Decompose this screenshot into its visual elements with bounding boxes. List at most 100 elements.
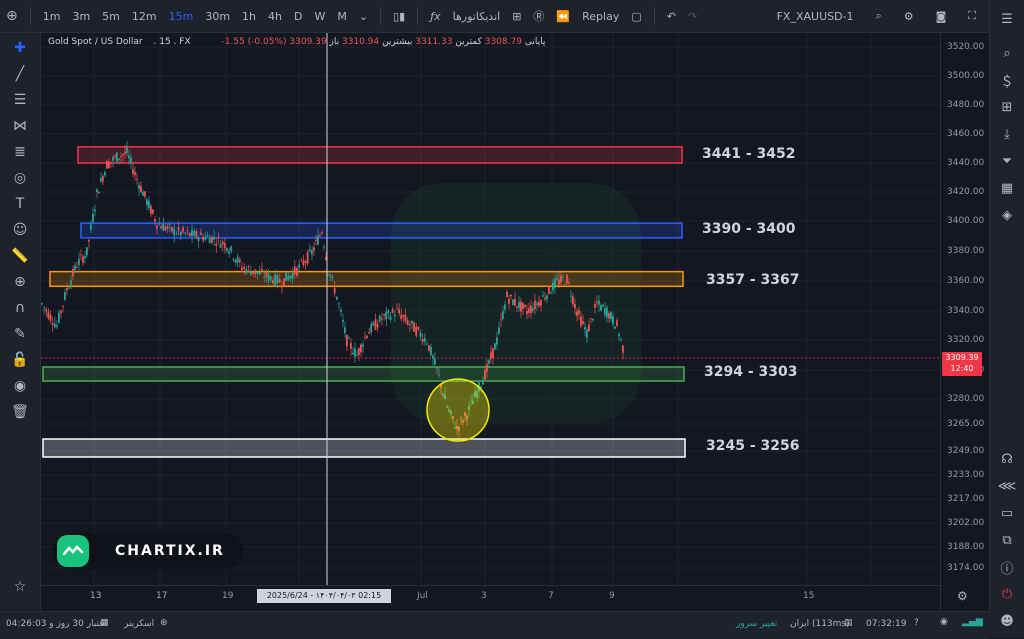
candle-body: [490, 352, 492, 360]
calendar-icon[interactable]: ▦: [1000, 180, 1014, 196]
candle-body: [574, 303, 576, 309]
indicators-button[interactable]: اندیکاتورها: [452, 9, 501, 23]
timeframe-5m[interactable]: 5m: [102, 9, 120, 23]
symbol-name[interactable]: FX_XAUUSD-1: [776, 9, 854, 23]
axis-settings-icon[interactable]: ⚙: [957, 589, 968, 603]
help-icon[interactable]: ?: [914, 618, 919, 628]
candle-body: [486, 364, 488, 372]
price-axis-label: 3380.00: [947, 246, 985, 256]
search-icon[interactable]: ⌕: [1003, 45, 1011, 61]
menu-icon[interactable]: ☰: [1001, 11, 1013, 27]
lock-icon[interactable]: 🔓: [11, 352, 29, 368]
candle-body: [204, 236, 207, 240]
layers-icon[interactable]: ◈: [1002, 207, 1012, 223]
candle-body: [438, 374, 440, 376]
price-axis[interactable]: 3520.00 3500.00 3480.00 3460.00 3440.00 3420.…: [940, 33, 990, 610]
star-icon[interactable]: ☆: [13, 579, 27, 595]
info-icon[interactable]: ⓘ: [1000, 561, 1014, 577]
eye-icon[interactable]: ◉: [13, 378, 27, 394]
pattern-icon[interactable]: ⋈: [13, 118, 27, 134]
power-icon[interactable]: ⏻: [1001, 586, 1013, 602]
price-chart[interactable]: [41, 33, 940, 610]
horizontal-lines-icon[interactable]: ☰: [13, 92, 27, 108]
ruler-icon[interactable]: 📏: [11, 248, 29, 264]
r-icon[interactable]: Ⓡ: [533, 10, 545, 23]
candle-body: [544, 298, 546, 300]
download-icon[interactable]: ⤓: [1004, 126, 1010, 142]
candle-body: [317, 235, 319, 245]
candle-type-icon[interactable]: ▯▮: [393, 9, 406, 23]
candle-body: [552, 282, 554, 291]
candle-body: [53, 323, 56, 328]
indicators-icon[interactable]: ƒx: [430, 9, 441, 23]
calendar-icon[interactable]: ▦: [100, 618, 109, 628]
candle-body: [76, 267, 78, 268]
server-change-link[interactable]: تغییر سرور: [736, 619, 778, 629]
trash-icon[interactable]: 🗑: [11, 404, 29, 420]
price-axis-label: 3233.00: [947, 470, 985, 480]
legend-symbol[interactable]: Gold Spot / US Dollar: [48, 37, 143, 47]
timeframe-30m[interactable]: 30m: [205, 9, 231, 23]
replay-icon[interactable]: ⏪: [556, 9, 571, 23]
candle-body: [213, 236, 215, 240]
candle-body: [138, 185, 140, 189]
settings-icon[interactable]: ⚙: [903, 9, 914, 23]
fib-icon[interactable]: ≣: [14, 144, 26, 160]
dollar-icon[interactable]: ＄: [1000, 74, 1014, 90]
timeframe-M[interactable]: M: [337, 9, 347, 23]
templates-icon[interactable]: ⊞: [512, 9, 522, 23]
visibility-icon[interactable]: ◉: [940, 617, 948, 627]
candle-body: [524, 304, 526, 307]
timeframe-dropdown-icon[interactable]: ⌄: [358, 9, 369, 23]
time-axis[interactable]: 13171927Jul379131517: [41, 585, 940, 611]
time-axis-label: 15: [803, 591, 815, 601]
timeframe-15m[interactable]: 15m: [168, 9, 194, 23]
candle-body: [376, 323, 379, 328]
candle-body: [80, 254, 82, 256]
add-alert-icon[interactable]: ⊞: [1001, 99, 1013, 115]
share-icon[interactable]: ⋘: [997, 478, 1017, 494]
timeframe-1m[interactable]: 1m: [42, 9, 61, 23]
candle-body: [614, 326, 616, 329]
redo-icon[interactable]: ↷: [687, 9, 698, 23]
copy-icon[interactable]: ⧉: [1002, 532, 1012, 548]
candle-body: [92, 213, 94, 222]
card-icon[interactable]: ▭: [1000, 505, 1014, 521]
timeframe-D[interactable]: D: [294, 9, 303, 23]
zoom-in-icon[interactable]: ⊕: [14, 274, 26, 290]
add-symbol-icon[interactable]: ⊕: [6, 8, 18, 24]
candle-body: [193, 230, 196, 236]
headset-icon[interactable]: ☊: [1001, 451, 1013, 467]
timeframe-W[interactable]: W: [314, 9, 326, 23]
price-axis-label: 3420.00: [947, 187, 985, 197]
timeframe-4h[interactable]: 4h: [268, 9, 283, 23]
candle-body: [130, 157, 132, 163]
lock-drawing-icon[interactable]: ✎: [14, 326, 26, 342]
crosshair-icon[interactable]: ✚: [14, 40, 26, 56]
timeframe-12m[interactable]: 12m: [131, 9, 157, 23]
candle-body: [197, 237, 200, 242]
candle-body: [588, 324, 590, 332]
shapes-icon[interactable]: ◎: [13, 170, 27, 186]
emoji-icon[interactable]: ☺: [12, 222, 28, 238]
timeframe-3m[interactable]: 3m: [72, 9, 91, 23]
trend-line-icon[interactable]: ╱: [15, 66, 25, 82]
timeframe-1h[interactable]: 1h: [242, 9, 257, 23]
replay-button[interactable]: Replay: [582, 9, 620, 23]
screener-button[interactable]: اسکرینر: [124, 619, 155, 629]
screener-icon[interactable]: ⊛: [160, 618, 168, 628]
undo-icon[interactable]: ↶: [666, 9, 676, 23]
fullscreen-icon[interactable]: ⛶: [968, 9, 976, 22]
candle-body: [265, 271, 268, 278]
candle-body: [381, 318, 383, 320]
layout-icon[interactable]: ▢: [631, 9, 642, 23]
camera-icon[interactable]: ◙: [935, 9, 947, 23]
search-icon[interactable]: ⌕: [875, 9, 882, 22]
avatar[interactable]: ☻: [1000, 613, 1014, 629]
text-icon[interactable]: T: [15, 196, 25, 212]
filter-icon[interactable]: ⏷: [1001, 153, 1013, 169]
signal-icon: ▂▄▆: [962, 617, 983, 627]
magnet-icon[interactable]: ∩: [14, 300, 26, 316]
candle-body: [396, 308, 398, 309]
price-axis-label: 3320.00: [947, 335, 985, 345]
